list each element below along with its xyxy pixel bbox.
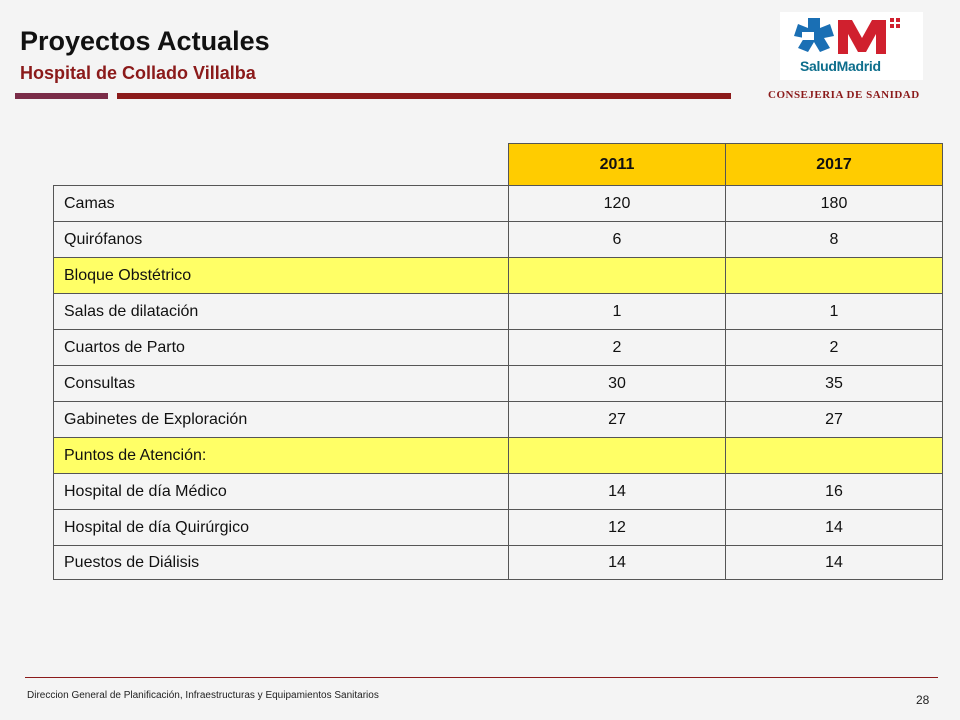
value-2011: 120 <box>508 185 726 222</box>
row-label: Puestos de Diálisis <box>53 545 509 580</box>
value-2017: 27 <box>725 401 943 438</box>
table-row: Camas 120 180 <box>53 185 943 222</box>
row-label: Cuartos de Parto <box>53 329 509 366</box>
table-row: Quirófanos 6 8 <box>53 221 943 258</box>
row-label: Camas <box>53 185 509 222</box>
footer-text: Direccion General de Planificación, Infr… <box>27 690 379 701</box>
column-header-2011: 2011 <box>508 143 726 186</box>
value-2017: 16 <box>725 473 943 510</box>
table-corner-cell <box>53 143 509 186</box>
value-2011 <box>508 437 726 474</box>
row-label: Salas de dilatación <box>53 293 509 330</box>
value-2017: 35 <box>725 365 943 402</box>
table-row: Hospital de día Quirúrgico 12 14 <box>53 509 943 546</box>
table-row: Consultas 30 35 <box>53 365 943 402</box>
row-label: Hospital de día Médico <box>53 473 509 510</box>
table-row: Cuartos de Parto 2 2 <box>53 329 943 366</box>
table-row: Puestos de Diálisis 14 14 <box>53 545 943 580</box>
salud-madrid-logo: SaludMadrid <box>780 12 923 80</box>
table-row: Gabinetes de Exploración 27 27 <box>53 401 943 438</box>
value-2011 <box>508 257 726 294</box>
row-label: Gabinetes de Exploración <box>53 401 509 438</box>
value-2017: 180 <box>725 185 943 222</box>
value-2017: 14 <box>725 509 943 546</box>
row-label: Hospital de día Quirúrgico <box>53 509 509 546</box>
row-label: Consultas <box>53 365 509 402</box>
value-2011: 6 <box>508 221 726 258</box>
value-2011: 1 <box>508 293 726 330</box>
value-2017: 1 <box>725 293 943 330</box>
value-2011: 30 <box>508 365 726 402</box>
title-underline-long <box>117 93 731 99</box>
row-label: Bloque Obstétrico <box>53 257 509 294</box>
projects-table: 2011 2017 Camas 120 180 Quirófanos 6 8 Bloque … <box>53 143 943 580</box>
page-number: 28 <box>916 693 930 707</box>
logo-text: SaludMadrid <box>800 58 881 74</box>
footer-divider <box>25 677 938 678</box>
value-2011: 27 <box>508 401 726 438</box>
table-row: Bloque Obstétrico <box>53 257 943 294</box>
value-2017 <box>725 437 943 474</box>
row-label: Quirófanos <box>53 221 509 258</box>
value-2011: 14 <box>508 473 726 510</box>
page-subtitle: Hospital de Collado Villalba <box>20 63 256 83</box>
organization-label: CONSEJERIA DE SANIDAD <box>768 89 920 101</box>
value-2011: 12 <box>508 509 726 546</box>
row-label: Puntos de Atención: <box>53 437 509 474</box>
table-body: Camas 120 180 Quirófanos 6 8 Bloque Obstétrico… <box>53 185 943 580</box>
title-underline-short <box>15 93 108 99</box>
salud-madrid-emblem-icon <box>794 18 900 54</box>
table-row: Salas de dilatación 1 1 <box>53 293 943 330</box>
table-row: Puntos de Atención: <box>53 437 943 474</box>
column-header-2017: 2017 <box>725 143 943 186</box>
table-header-row: 2011 2017 <box>53 143 943 186</box>
value-2017: 14 <box>725 545 943 580</box>
value-2011: 14 <box>508 545 726 580</box>
value-2017: 8 <box>725 221 943 258</box>
page-title: Proyectos Actuales <box>20 26 270 56</box>
value-2017 <box>725 257 943 294</box>
value-2011: 2 <box>508 329 726 366</box>
table-row: Hospital de día Médico 14 16 <box>53 473 943 510</box>
value-2017: 2 <box>725 329 943 366</box>
